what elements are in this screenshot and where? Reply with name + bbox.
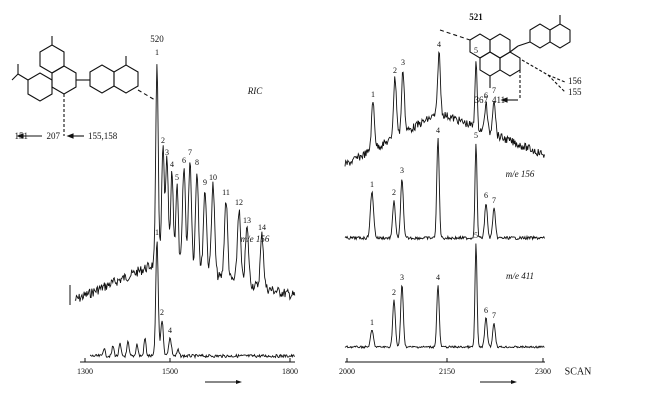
x-tick-label: 1800 [282,367,298,376]
direction-arrow-head [236,380,242,384]
peak-label: 2 [392,288,396,297]
fragment-label: 151 [15,131,29,141]
chromatogram-trace [344,137,545,241]
peak-label: 2 [160,308,164,317]
peak-label: 7 [492,86,496,95]
peak-label: 7 [188,148,192,157]
peak-label: 5 [175,173,179,182]
fragment-label: 207 [47,131,61,141]
peak-label: 6 [484,306,488,315]
peak-label: 1 [370,318,374,327]
peak-label: 3 [165,148,169,157]
peak-label: 11 [222,188,230,197]
peak-label: 4 [436,126,440,135]
x-tick-label: 1500 [162,367,178,376]
trace-label: RIC [247,86,263,96]
peak-label: 3 [400,166,404,175]
peak-label: 8 [195,158,199,167]
right-structure [439,15,571,103]
peak-label: 7 [492,311,496,320]
peak-label: 4 [168,326,172,335]
left-structure [11,36,156,139]
peak-label: 13 [243,216,251,225]
x-tick-label: 2300 [535,367,551,376]
trace-label: m/e 156 [506,169,535,179]
peak-label: 1 [371,90,375,99]
peak-label: 5 [474,46,478,55]
fragment-label: 155,158 [88,131,118,141]
peak-label: 12 [235,198,243,207]
mass-label: 520 [150,34,164,44]
peak-label: 4 [436,273,440,282]
peak-label: 2 [161,136,165,145]
axis-name: SCAN [565,366,592,377]
peak-label: 3 [401,58,405,67]
peak-label: 1 [155,48,159,57]
trace-label: m/e 156 [241,234,270,244]
fragment-label: 156 [568,76,582,86]
peak-label: 14 [258,223,266,232]
mass-label: 521 [469,12,483,22]
chromatogram-trace [89,241,295,360]
direction-arrow-head [511,380,517,384]
peak-label: 6 [484,91,488,100]
x-tick-label: 2000 [339,367,355,376]
peak-label: 5 [474,231,478,240]
peak-label: 4 [437,40,441,49]
chromatogram-trace [344,50,545,167]
peak-label: 10 [209,173,217,182]
peak-label: 7 [492,196,496,205]
fragment-label: 411 [492,95,505,105]
fragment-label: 367 [475,95,489,105]
peak-label: 1 [370,180,374,189]
peak-label: 5 [474,131,478,140]
chromatogram-trace [344,243,545,350]
peak-label: 2 [392,188,396,197]
peak-label: 2 [393,66,397,75]
fragment-label: 155 [568,87,582,97]
peak-label: 1 [155,228,159,237]
chromatogram-trace [74,64,296,302]
peak-label: 9 [203,178,207,187]
peak-label: 4 [170,160,174,169]
peak-label: 6 [484,191,488,200]
x-tick-label: 1300 [77,367,93,376]
trace-label: m/e 411 [506,271,534,281]
x-tick-label: 2150 [439,367,455,376]
peak-label: 3 [400,273,404,282]
peak-label: 6 [182,156,186,165]
